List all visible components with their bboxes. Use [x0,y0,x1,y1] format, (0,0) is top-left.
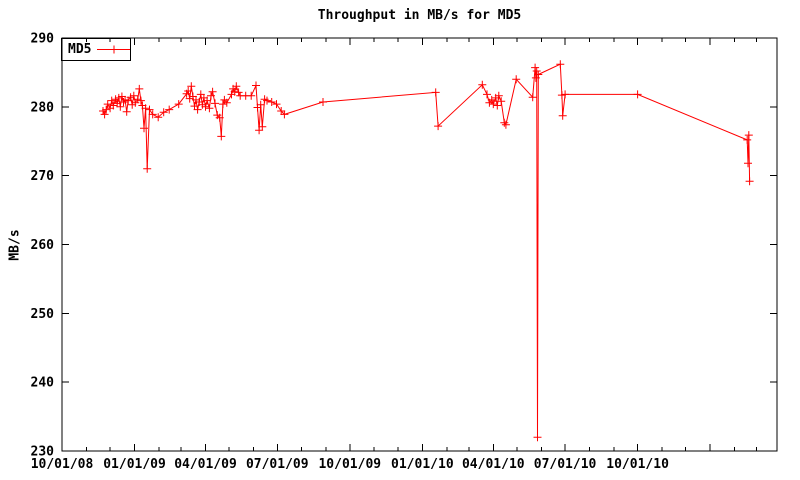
x-tick-label: 04/01/09 [174,457,237,472]
x-tick-label: 07/01/09 [246,457,309,472]
y-tick-label: 290 [31,32,55,47]
x-tick-label: 01/01/09 [103,457,166,472]
chart-title: Throughput in MB/s for MD5 [317,8,522,23]
y-tick-label: 230 [31,445,55,460]
y-tick-label: 280 [31,100,55,115]
legend-series-label: MD5 [68,42,92,57]
x-tick-label: 01/01/10 [391,457,454,472]
x-tick-label: 07/01/10 [534,457,597,472]
x-tick-label: 10/01/08 [31,457,94,472]
y-tick-label: 240 [31,376,55,391]
legend: MD5 [61,38,131,61]
data-series-line [102,63,751,438]
y-tick-label: 250 [31,307,55,322]
plot-border [61,37,778,452]
x-tick-label: 10/01/10 [606,457,669,472]
x-tick-label: 10/01/09 [318,457,381,472]
x-tick-label: 04/01/10 [462,457,525,472]
y-tick-label: 260 [31,238,55,253]
y-axis [62,37,777,452]
axis-tick-labels: 230 240 250 260 270 280 290 10/01/08 01/01/09 04/… [31,32,670,473]
data-point-markers [99,60,754,442]
legend-line-sample-icon [97,45,130,54]
y-tick-label: 270 [31,169,55,184]
x-axis [61,38,758,451]
